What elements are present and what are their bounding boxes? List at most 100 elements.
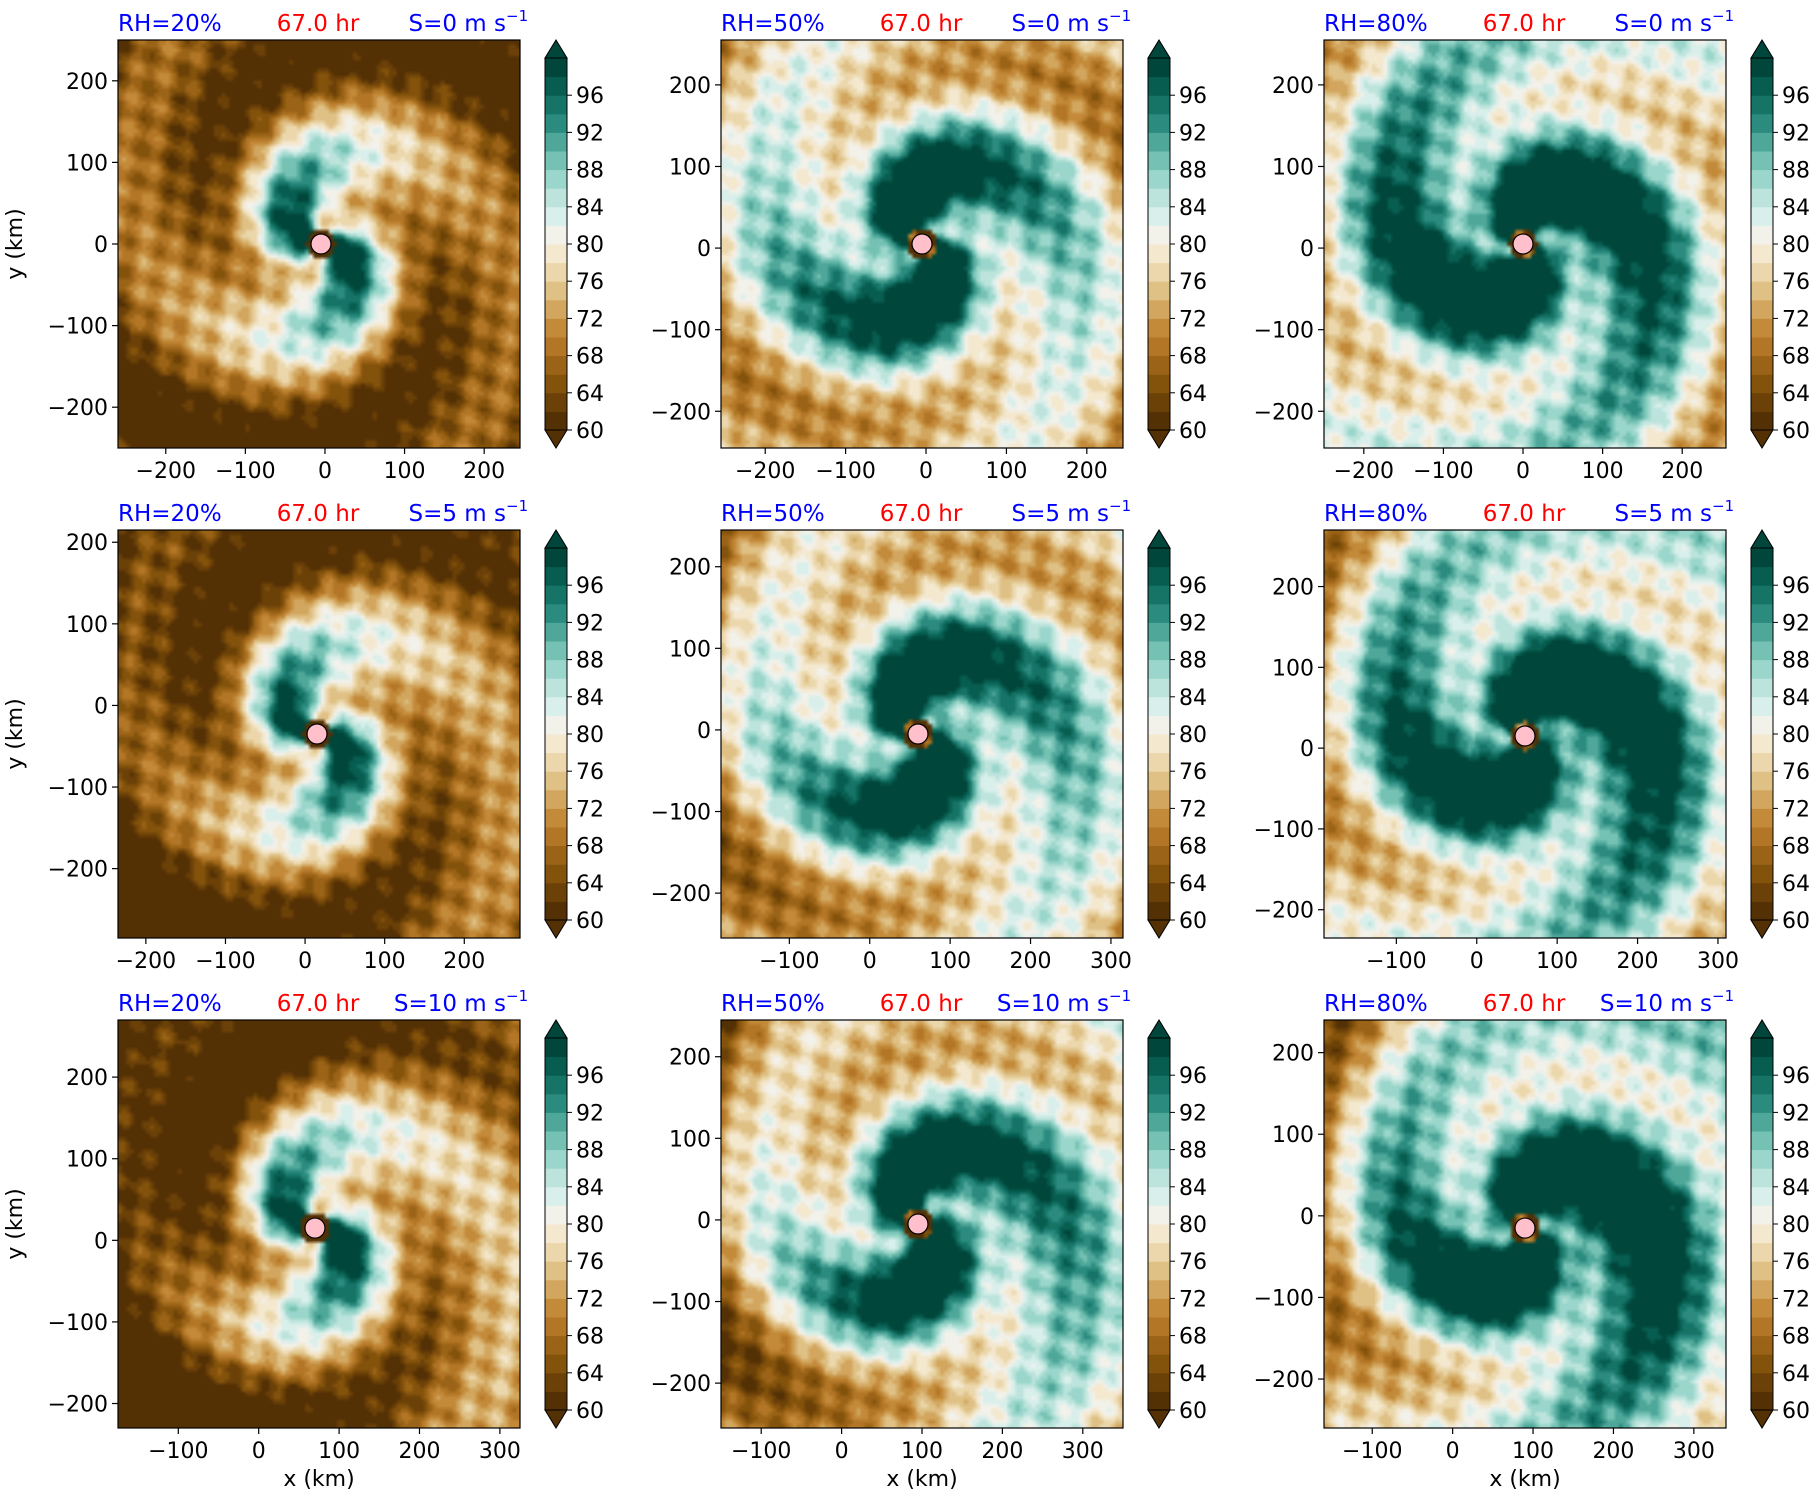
colorbar-tick-label: 72 <box>1782 1287 1810 1312</box>
title-rh: RH=80% <box>1324 11 1428 37</box>
colorbar-segment <box>1751 1372 1773 1392</box>
title-shear-exponent: −1 <box>1712 7 1734 25</box>
colorbar-segment <box>1148 411 1170 431</box>
colorbar-extend-min <box>1147 429 1171 449</box>
colorbar-tick-label: 84 <box>576 1176 604 1201</box>
panel-8: −100 0 100 200 300 −200 −100 0 100 200 x (km) RH=50… <box>651 987 1207 1492</box>
colorbar-segment <box>1148 789 1170 809</box>
y-tick-label: −100 <box>651 1291 711 1316</box>
colorbar-segment <box>545 585 567 605</box>
colorbar-segment <box>545 1261 567 1281</box>
title-shear: S=5 m s <box>408 501 506 527</box>
colorbar-extend-min <box>1147 919 1171 939</box>
colorbar-segment <box>1148 58 1170 78</box>
colorbar-segment <box>545 752 567 772</box>
colorbar-segment <box>545 244 567 264</box>
colorbar-segment <box>1148 1391 1170 1411</box>
y-axis-label: y (km) <box>3 208 28 279</box>
colorbar-extend-min <box>1750 429 1774 449</box>
colorbar-tick-label: 92 <box>576 1101 604 1126</box>
colorbar-segment <box>1148 808 1170 828</box>
axes-frame <box>117 1019 521 1429</box>
colorbar-segment <box>1148 95 1170 115</box>
colorbar-segment <box>1148 622 1170 642</box>
colorbar-tick-label: 72 <box>1179 797 1207 822</box>
colorbar-segment <box>545 225 567 245</box>
x-tick-label: 100 <box>1582 459 1624 484</box>
colorbar-tick-label: 88 <box>576 159 604 184</box>
colorbar-segment <box>1751 901 1773 921</box>
colorbar-tick-label: 76 <box>1179 270 1207 295</box>
colorbar-extend-max <box>544 529 568 549</box>
colorbar-segment <box>545 1093 567 1113</box>
storm-center-marker <box>911 233 933 255</box>
title-rh: RH=50% <box>721 501 825 527</box>
title-shear: S=10 m s <box>394 991 506 1017</box>
y-tick-label: 0 <box>697 719 711 744</box>
colorbar-segment <box>1148 1056 1170 1076</box>
x-tick-label: −100 <box>148 1439 208 1464</box>
colorbar-tick-label: 96 <box>576 1064 604 1089</box>
x-tick-label: 300 <box>1697 949 1739 974</box>
colorbar-segment <box>1751 411 1773 431</box>
colorbar-tick-label: 60 <box>1179 909 1207 934</box>
colorbar-tick-label: 64 <box>1782 382 1810 407</box>
colorbar-segment <box>1751 337 1773 357</box>
colorbar-segment <box>1148 771 1170 791</box>
colorbar-segment <box>545 715 567 735</box>
title-shear: S=5 m s <box>1011 501 1109 527</box>
y-tick-label: −100 <box>48 1311 108 1336</box>
title-time: 67.0 hr <box>880 991 963 1017</box>
colorbar-segment <box>545 1335 567 1355</box>
colorbar-segment <box>1751 169 1773 189</box>
axes-frame <box>720 39 1124 449</box>
colorbar-tick-label: 84 <box>1782 196 1810 221</box>
storm-center-marker <box>310 233 332 255</box>
storm-center-marker <box>1514 1217 1536 1239</box>
colorbar-tick-label: 72 <box>1179 307 1207 332</box>
colorbar-segment <box>545 882 567 902</box>
colorbar-tick-label: 92 <box>1179 1101 1207 1126</box>
colorbar-segment <box>545 641 567 661</box>
title-time: 67.0 hr <box>880 501 963 527</box>
colorbar-extend-max <box>1750 1019 1774 1039</box>
colorbar-tick-label: 72 <box>1782 307 1810 332</box>
x-tick-label: 0 <box>835 1439 849 1464</box>
colorbar-tick-label: 60 <box>1782 1399 1810 1424</box>
x-tick-label: −100 <box>815 459 875 484</box>
colorbar-segment <box>1751 318 1773 338</box>
colorbar-tick-label: 88 <box>1179 1139 1207 1164</box>
x-tick-label: −200 <box>116 949 176 974</box>
colorbar-tick-label: 64 <box>1179 872 1207 897</box>
colorbar-segment <box>1751 715 1773 735</box>
title-time: 67.0 hr <box>277 501 360 527</box>
colorbar-tick-label: 88 <box>1782 649 1810 674</box>
colorbar-segment <box>1751 1149 1773 1169</box>
colorbar-segment <box>1751 808 1773 828</box>
colorbar-segment <box>1751 1354 1773 1374</box>
colorbar-segment <box>545 603 567 623</box>
y-tick-label: −200 <box>651 882 711 907</box>
colorbar-tick-label: 88 <box>1179 159 1207 184</box>
x-tick-label: −100 <box>1413 459 1473 484</box>
colorbar-segment <box>1148 1149 1170 1169</box>
x-tick-label: 200 <box>1661 459 1703 484</box>
colorbar-segment <box>1148 169 1170 189</box>
colorbar-tick-label: 92 <box>1179 121 1207 146</box>
storm-center-marker <box>1512 233 1534 255</box>
colorbar-segment <box>545 1038 567 1058</box>
x-tick-label: 200 <box>1010 949 1052 974</box>
y-tick-label: 200 <box>669 74 711 99</box>
colorbar-tick-label: 80 <box>1782 1213 1810 1238</box>
axes-frame <box>1323 529 1727 939</box>
colorbar-tick-label: 64 <box>576 382 604 407</box>
x-tick-label: −100 <box>1366 949 1426 974</box>
colorbar-tick-label: 72 <box>1782 797 1810 822</box>
colorbar-tick-label: 76 <box>1782 270 1810 295</box>
colorbar-segment <box>1148 1298 1170 1318</box>
colorbar-tick-label: 84 <box>1179 196 1207 221</box>
colorbar-segment <box>1751 1335 1773 1355</box>
colorbar-tick-label: 96 <box>1179 1064 1207 1089</box>
colorbar-tick-label: 88 <box>1782 159 1810 184</box>
title-time: 67.0 hr <box>1483 11 1566 37</box>
